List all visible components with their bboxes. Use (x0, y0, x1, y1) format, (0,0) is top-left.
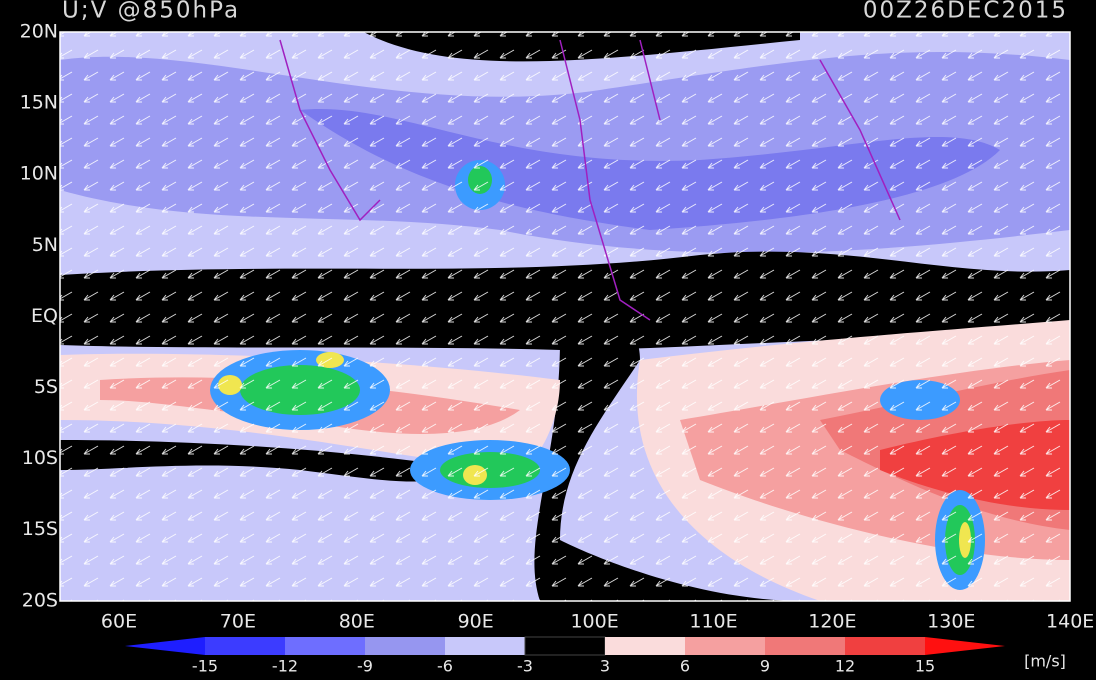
lat-label: 20N (20, 21, 58, 43)
lat-label: EQ (31, 305, 58, 327)
colorbar (125, 636, 1005, 656)
map-frame (59, 31, 1071, 602)
colorbar-label: -6 (437, 657, 453, 676)
lon-label: 110E (689, 611, 737, 633)
lat-label: 10S (22, 447, 58, 469)
colorbar-label: 3 (600, 657, 610, 676)
colorbar-unit: [m/s] (1024, 652, 1066, 671)
colorbar-label: 15 (915, 657, 935, 676)
lon-label: 100E (570, 611, 618, 633)
colorbar-label: 12 (835, 657, 855, 676)
lat-label: 5N (32, 234, 58, 256)
lon-label: 80E (339, 611, 375, 633)
lon-label: 70E (220, 611, 256, 633)
lat-label: 15N (20, 92, 58, 114)
lon-label: 90E (458, 611, 494, 633)
title: U;V @850hPa (62, 0, 240, 24)
lat-label: 20S (22, 589, 58, 611)
lon-label: 140E (1046, 611, 1094, 633)
lon-label: 130E (927, 611, 975, 633)
time-label: 00Z26DEC2015 (863, 0, 1068, 24)
lon-label: 120E (808, 611, 856, 633)
colorbar-label: -15 (192, 657, 218, 676)
colorbar-label: -12 (272, 657, 298, 676)
colorbar-label: -3 (517, 657, 533, 676)
wind-field (60, 32, 1070, 601)
lat-label: 10N (20, 163, 58, 185)
colorbar-label: -9 (357, 657, 373, 676)
lon-label: 60E (101, 611, 137, 633)
colorbar-label: 9 (760, 657, 770, 676)
colorbar-label: 6 (680, 657, 690, 676)
lat-label: 5S (34, 376, 58, 398)
lat-label: 15S (22, 518, 58, 540)
